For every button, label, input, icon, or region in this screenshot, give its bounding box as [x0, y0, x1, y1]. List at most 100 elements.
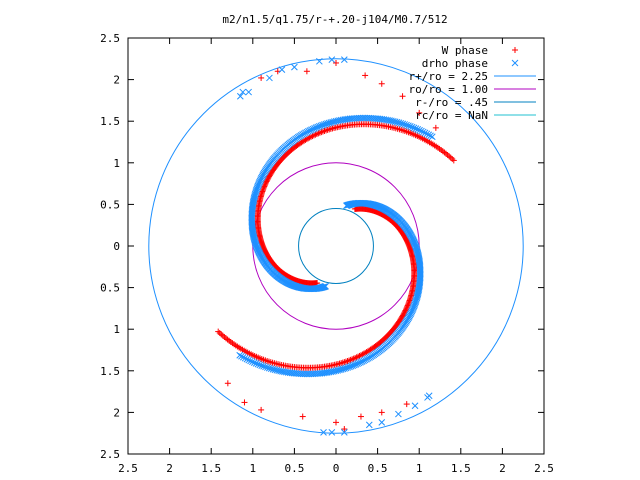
x-tick-label: 2.5 — [534, 462, 554, 475]
drho-phase-point-b — [252, 241, 260, 249]
drho-phase-point-b — [245, 356, 253, 364]
drho-phase-point-b — [291, 63, 298, 71]
y-tick-label: 1.5 — [100, 365, 120, 378]
drho-phase-point-b — [241, 354, 249, 362]
drho-phase-point-b — [265, 364, 273, 372]
drho-phase-point-b — [395, 410, 402, 418]
y-tick-label: 1.5 — [100, 115, 120, 128]
y-tick-label: 1 — [113, 157, 120, 170]
drho-phase-point-b — [263, 364, 271, 371]
x-tick-label: 1.5 — [201, 462, 221, 475]
y-tick-label: 0.5 — [100, 282, 120, 295]
drho-phase-point-b — [277, 367, 284, 375]
drho-phase-point-b — [416, 126, 423, 134]
drho-phase-point-b — [273, 366, 281, 374]
drho-phase-point-b — [258, 362, 266, 369]
drho-phase-point-b — [391, 118, 399, 126]
y-tick-label: 2 — [113, 74, 120, 87]
drho-phase-point-b — [340, 429, 348, 436]
drho-phase-point-b — [399, 120, 407, 128]
drho-phase-point-b — [243, 355, 251, 363]
drho-phase-point-b — [382, 116, 390, 124]
drho-phase-point-b — [328, 429, 336, 436]
drho-phase-point-b — [249, 200, 257, 207]
drho-phase-point-b — [425, 131, 433, 139]
drho-phase-point-b — [256, 361, 264, 369]
drho-phase-point-b — [282, 368, 290, 376]
drho-phase-point-b — [249, 201, 257, 209]
drho-phase-point-b — [388, 117, 395, 125]
drho-phase-point-b — [423, 130, 431, 138]
legend-label: drho phase — [422, 57, 488, 70]
drho-phase-point-b — [406, 123, 414, 130]
radius-circle — [148, 58, 524, 434]
drho-phase-point-b — [254, 360, 262, 368]
legend-label: W phase — [442, 44, 488, 57]
x-tick-label: 1 — [416, 462, 423, 475]
drho-phase-point-b — [428, 133, 436, 141]
drho-phase-point-b — [405, 122, 412, 130]
drho-phase-point-b — [247, 357, 254, 365]
drho-phase-point-b — [252, 240, 259, 248]
drho-phase-point-b — [397, 119, 405, 127]
drho-phase-point-b — [408, 123, 416, 131]
drho-phase-point-b — [238, 352, 245, 360]
drho-phase-point-b — [378, 115, 386, 123]
drho-phase-point-b — [253, 242, 260, 250]
radius-circle — [252, 162, 420, 330]
drho-phase-point-b — [266, 74, 273, 82]
x-tick-label: 1 — [249, 462, 256, 475]
drho-phase-point-b — [414, 126, 422, 133]
drho-phase-point-b — [418, 127, 425, 135]
drho-phase-point-b — [328, 56, 336, 63]
drho-phase-point-b — [239, 353, 247, 361]
radius-circle — [298, 208, 374, 284]
drho-phase-point-b — [384, 116, 391, 124]
drho-phase-points — [236, 56, 436, 436]
legend-label: r+/ro = 2.25 — [409, 70, 488, 83]
drho-phase-point-b — [236, 92, 244, 100]
y-tick-label: 0.5 — [100, 198, 120, 211]
drho-phase-point-b — [284, 369, 292, 376]
x-tick-label: 1.5 — [451, 462, 471, 475]
drho-phase-point-b — [236, 351, 244, 359]
drho-phase-point-b — [389, 117, 397, 125]
y-tick-label: 1 — [113, 323, 120, 336]
drho-phase-point-b — [320, 429, 327, 436]
x-tick-label: 0 — [333, 462, 340, 475]
x-tick-label: 2.5 — [118, 462, 138, 475]
drho-phase-point-b — [393, 118, 401, 126]
x-tick-label: 0.5 — [284, 462, 304, 475]
x-tick-label: 0.5 — [368, 462, 388, 475]
y-tick-label: 2.5 — [100, 448, 120, 461]
drho-phase-point-b — [260, 362, 267, 370]
drho-phase-point-b — [286, 369, 294, 377]
x-tick-label: 2 — [166, 462, 173, 475]
drho-phase-point-b — [412, 242, 419, 250]
drho-phase-point-b — [511, 59, 519, 67]
drho-phase-point-b — [249, 198, 257, 206]
drho-phase-point-b — [412, 125, 420, 132]
drho-phase-point-b — [281, 368, 288, 376]
drho-phase-point-b — [249, 358, 256, 366]
drho-phase-point-b — [427, 132, 434, 140]
drho-phase-point-b — [410, 124, 418, 132]
drho-phase-point-b — [415, 285, 423, 292]
y-tick-label: 2 — [113, 406, 120, 419]
drho-phase-point-b — [252, 360, 260, 367]
y-tick-label: 0 — [113, 240, 120, 253]
drho-phase-point-b — [250, 359, 258, 366]
y-tick-label: 2.5 — [100, 32, 120, 45]
drho-phase-point-b — [401, 121, 409, 128]
drho-phase-point-b — [250, 197, 257, 205]
drho-phase-point-b — [415, 283, 423, 291]
legend-label: ro/ro = 1.00 — [409, 83, 488, 96]
drho-phase-point-b — [262, 363, 269, 371]
drho-phase-point-b — [380, 116, 388, 123]
drho-phase-point-b — [378, 419, 386, 426]
drho-phase-point-b — [269, 365, 277, 373]
drho-phase-point-b — [413, 244, 420, 252]
drho-phase-point-b — [245, 88, 252, 96]
